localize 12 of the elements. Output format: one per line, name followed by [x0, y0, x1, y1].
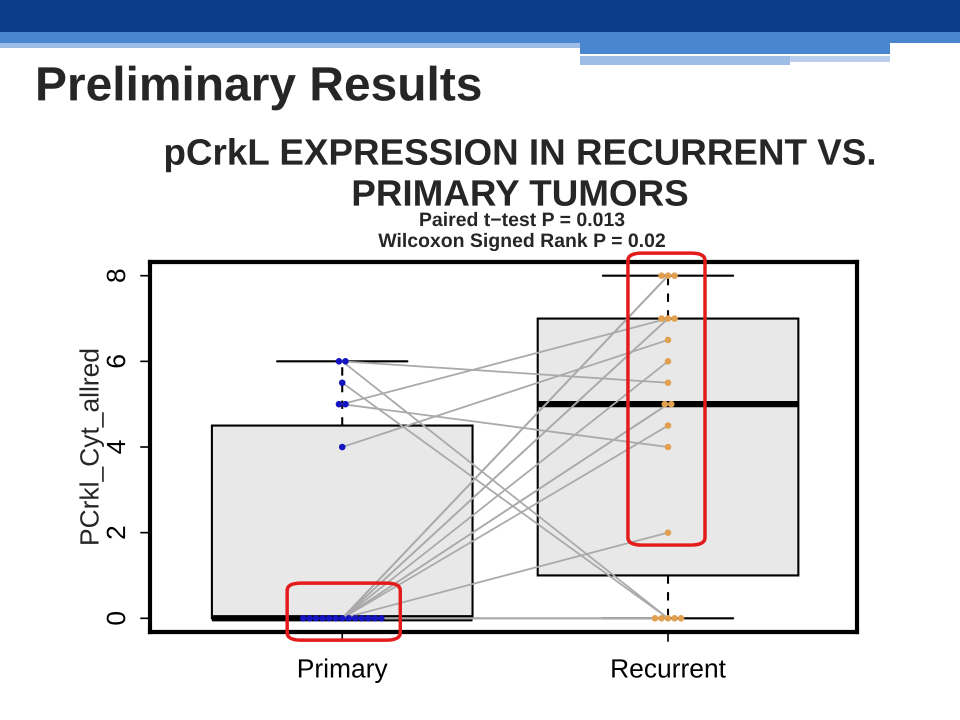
y-tick-label: 0	[106, 612, 126, 625]
x-tick-label: Primary	[298, 658, 388, 683]
chart-title: Preliminary Results	[38, 66, 480, 110]
y-tick-label: 8	[106, 270, 126, 282]
text: Wilcoxon Signed Rank P = 0.02	[378, 232, 665, 252]
text: Paired t−test P = 0.013	[420, 212, 624, 226]
y-tick-label: 4	[106, 440, 126, 454]
chart-subtitle: pCrkL EXPRESSION IN RECURRENT VS. PRIMARY TUMORS	[166, 138, 874, 206]
x-tick-label: Recurrent	[612, 659, 726, 678]
y-tick-label: 6	[106, 355, 126, 368]
y-axis-title: PCrkl_Cyt_allred	[79, 350, 104, 544]
y-tick-label: 2	[106, 526, 126, 539]
